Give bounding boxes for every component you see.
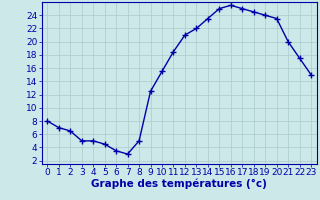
X-axis label: Graphe des températures (°c): Graphe des températures (°c) [91, 179, 267, 189]
